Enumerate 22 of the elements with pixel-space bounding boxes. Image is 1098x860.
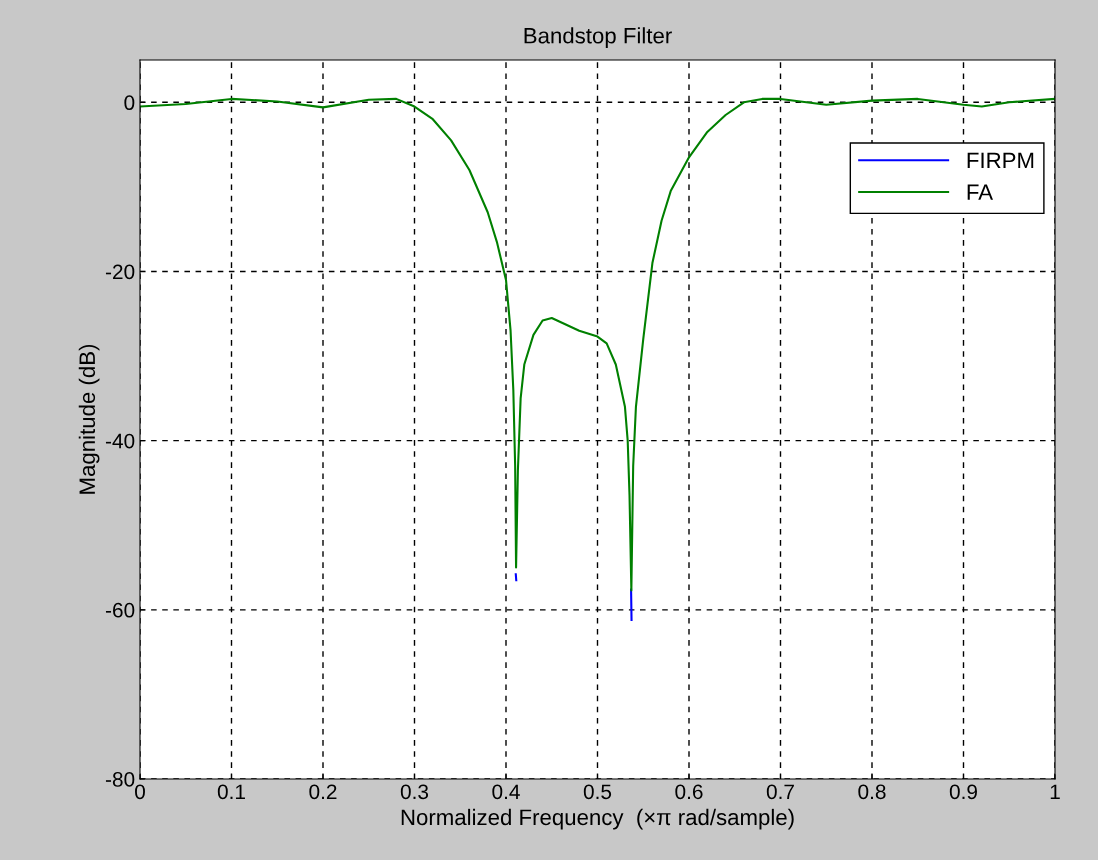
x-tick-label: 0.5 (583, 784, 612, 800)
legend-label: FIRPM (967, 152, 1034, 168)
line-series (140, 97, 1055, 592)
y-tick-label: 0 (124, 95, 135, 111)
y-tick-label: -60 (105, 602, 135, 618)
chart-title: Bandstop Filter (524, 27, 672, 48)
x-tick-label: 0.4 (492, 784, 520, 800)
x-tick-label: 0.7 (766, 784, 794, 800)
y-tick-label: -40 (105, 433, 135, 449)
x-tick-label: 0.6 (675, 784, 703, 800)
x-tick-label: 0.9 (949, 784, 977, 800)
x-tick-label: 0 (135, 784, 145, 800)
x-tick-label: 1 (1050, 784, 1060, 799)
x-tick-label: 0.2 (309, 784, 337, 800)
y-tick-label: -80 (105, 772, 135, 787)
x-tick-label: 0.3 (400, 784, 429, 800)
y-tick-label: -20 (105, 264, 135, 280)
x-tick-label: 0.1 (217, 784, 245, 800)
y-axis-title: Magnitude (dB) (78, 344, 100, 494)
legend-label: FA (967, 184, 993, 200)
x-tick-label: 0.8 (858, 784, 886, 800)
x-axis-title: Normalized Frequency (×π rad/sample) (401, 808, 794, 830)
